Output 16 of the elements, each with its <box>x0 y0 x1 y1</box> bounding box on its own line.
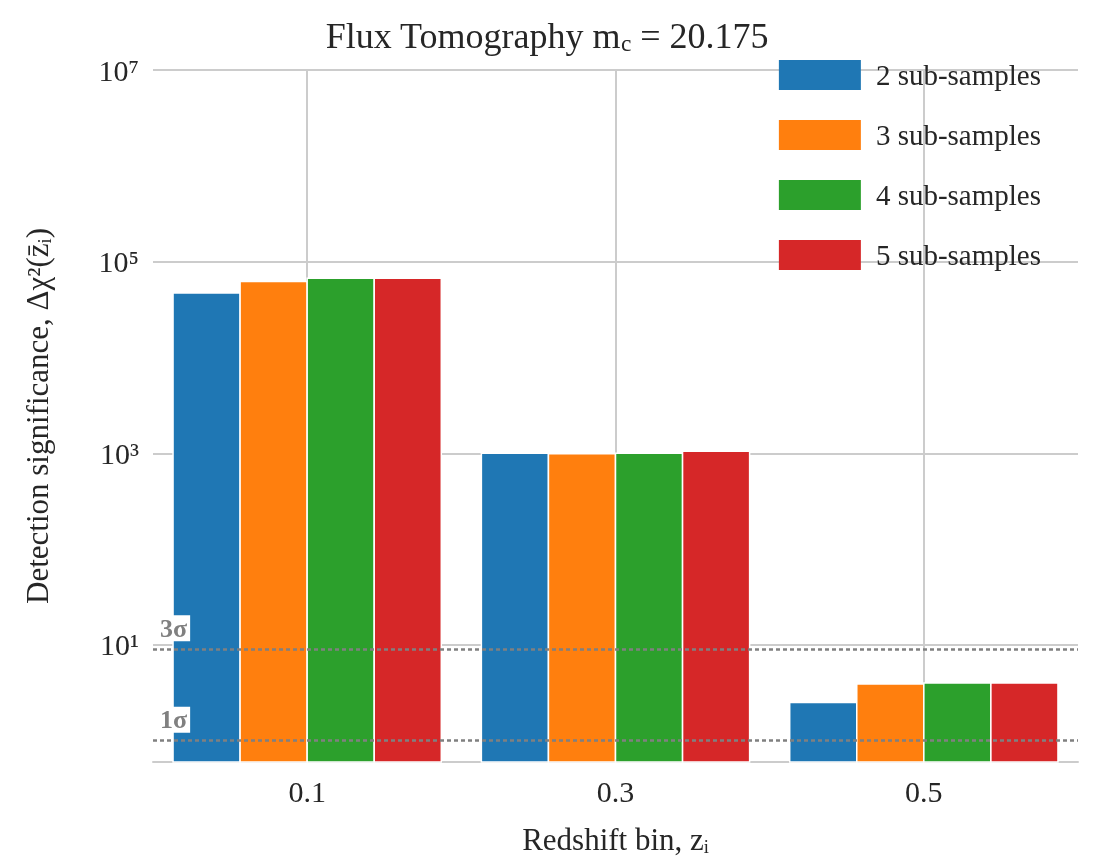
x-tick-label: 0.5 <box>905 774 943 808</box>
y-tick-label: 10³ <box>100 436 139 470</box>
legend-label: 5 sub-samples <box>875 239 1041 271</box>
ref-line-label: 1σ <box>160 705 188 735</box>
ref-line-label: 3σ <box>160 613 188 643</box>
legend-label: 2 sub-samples <box>875 59 1041 91</box>
x-axis-title: Redshift bin, zᵢ <box>522 822 709 857</box>
x-tick-label: 0.3 <box>596 774 635 808</box>
x-tick-label: 0.1 <box>288 774 326 808</box>
chart-title: Flux Tomography mc = 20.175 <box>325 15 769 56</box>
y-tick-label: 10⁵ <box>98 245 139 279</box>
legend-label: 3 sub-samples <box>875 119 1041 151</box>
y-tick-label: 10¹ <box>100 628 139 662</box>
y-axis-title: Detection significance, Δχ²(z̄ᵢ) <box>20 228 55 604</box>
y-tick-label: 10⁷ <box>98 53 139 87</box>
legend-label: 4 sub-samples <box>875 179 1041 211</box>
